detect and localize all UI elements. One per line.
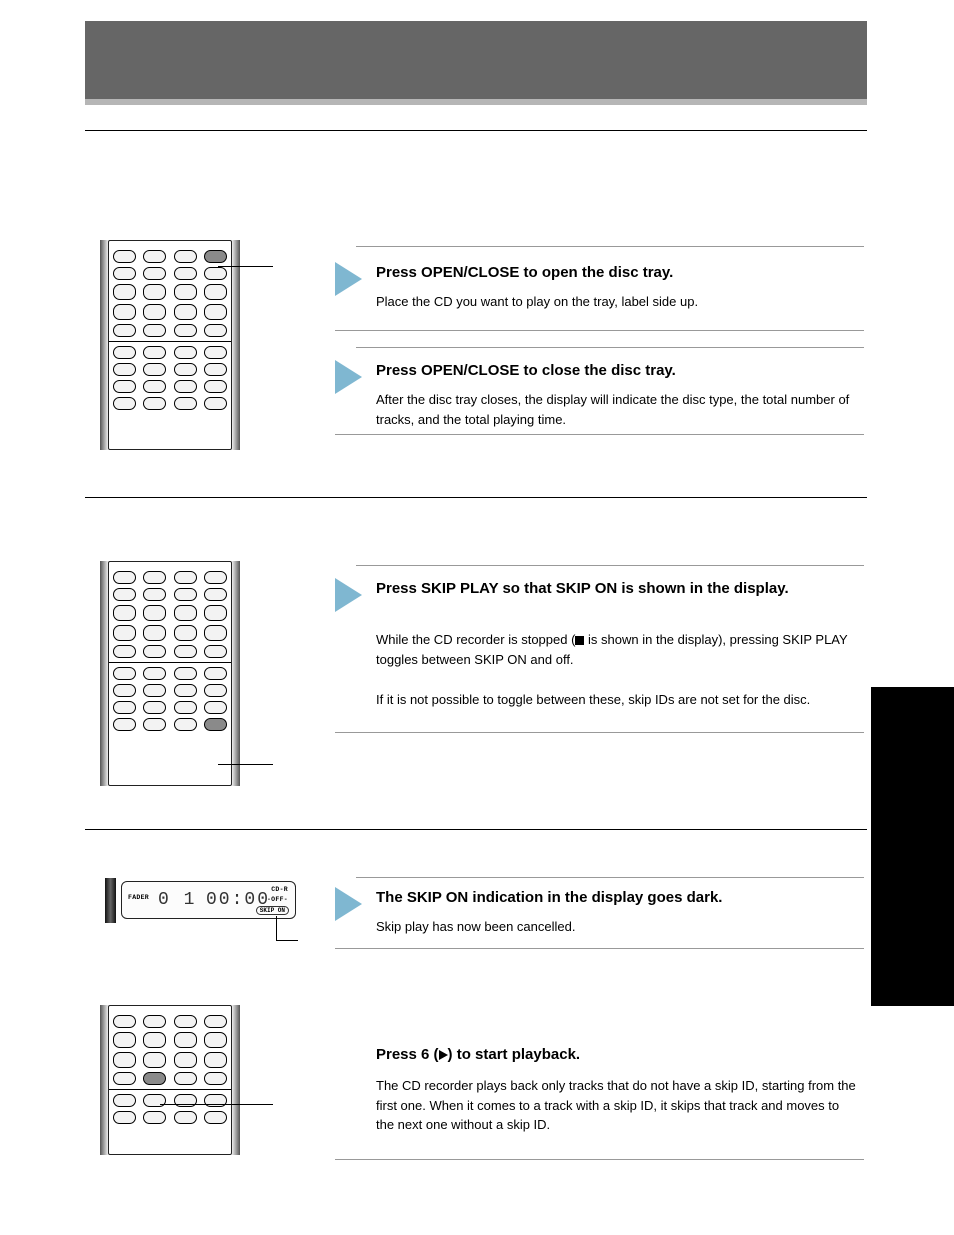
step-arrow-icon [335, 578, 362, 612]
step-title: The SKIP ON indication in the display go… [376, 889, 861, 906]
step-note: If it is not possible to toggle between … [376, 690, 856, 710]
lcd-cdr-label: CD-R [271, 886, 288, 893]
remote-diagram [100, 240, 240, 450]
callout-line [276, 940, 298, 941]
header-underline [85, 99, 867, 105]
header-band [85, 21, 867, 99]
step-underline [335, 948, 864, 949]
callout-line [276, 916, 277, 940]
lcd-fader-label: FADER [128, 894, 149, 901]
step-rule [356, 565, 864, 566]
step-title: Press OPEN/CLOSE to close the disc tray. [376, 362, 676, 379]
step-underline [335, 1159, 864, 1160]
step-underline [335, 330, 864, 331]
step-body: The CD recorder plays back only tracks t… [376, 1076, 856, 1135]
step-body: Skip play has now been cancelled. [376, 917, 856, 937]
step-body: Place the CD you want to play on the tra… [376, 292, 856, 312]
step-rule [356, 246, 864, 247]
lcd-off-label: -OFF- [267, 896, 288, 903]
remote-diagram [100, 561, 240, 786]
lcd-skip-badge: SKIP ON [256, 906, 289, 915]
step-body: After the disc tray closes, the display … [376, 390, 856, 429]
callout-line [218, 266, 273, 267]
lcd-display: FADER 0 1 00:00 CD-R -OFF- SKIP ON [105, 878, 300, 923]
step-underline [335, 434, 864, 435]
play-icon [439, 1050, 448, 1060]
step-body: While the CD recorder is stopped ( is sh… [376, 630, 856, 669]
side-tab [871, 687, 954, 1006]
remote-diagram [100, 1005, 240, 1155]
step-title: Press 6 () to start playback. [376, 1046, 580, 1063]
step-arrow-icon [335, 887, 362, 921]
step-title: Press OPEN/CLOSE to open the disc tray. [376, 264, 673, 281]
callout-line [160, 1104, 273, 1105]
section-rule [85, 497, 867, 498]
callout-line [218, 764, 273, 765]
step-arrow-icon [335, 360, 362, 394]
step-rule [356, 877, 864, 878]
section-rule [85, 829, 867, 830]
lcd-track: 0 1 [158, 890, 196, 910]
section-rule [85, 130, 867, 131]
step-underline [335, 732, 864, 733]
step-title: Press SKIP PLAY so that SKIP ON is shown… [376, 580, 861, 597]
step-arrow-icon [335, 262, 362, 296]
step-rule [356, 347, 864, 348]
stop-icon [575, 636, 584, 645]
